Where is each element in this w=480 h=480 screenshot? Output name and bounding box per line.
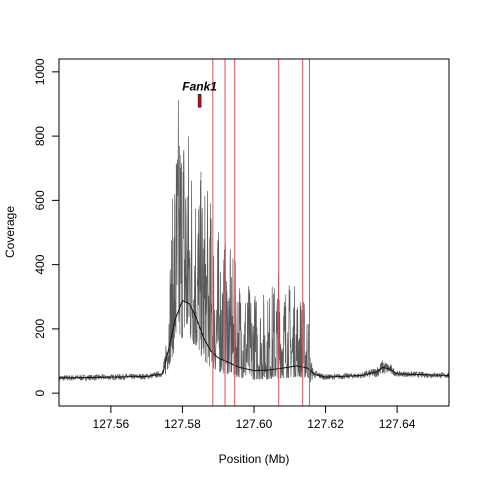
gene-marker	[197, 94, 202, 108]
x-axis-title: Position (Mb)	[219, 452, 290, 466]
x-tick-label: 127.64	[379, 417, 416, 431]
y-tick-label: 400	[33, 254, 47, 274]
y-tick-label: 800	[33, 126, 47, 146]
x-tick-label: 127.60	[236, 417, 273, 431]
vertical-lines-layer	[212, 59, 310, 406]
x-tick-label: 127.58	[164, 417, 201, 431]
y-tick-label: 200	[33, 319, 47, 339]
y-axis: 0 200 400 600 800 1000	[33, 58, 60, 396]
gene-label: Fank1	[182, 79, 217, 93]
x-axis: 127.56 127.58 127.60 127.62 127.64	[93, 405, 416, 431]
y-axis-title: Coverage	[3, 206, 17, 258]
raw-coverage-line	[59, 99, 449, 383]
y-tick-label: 600	[33, 190, 47, 210]
series-layer	[59, 99, 449, 383]
smoothed-coverage-line	[59, 299, 449, 379]
annotation-layer: Fank1	[182, 79, 217, 108]
x-tick-label: 127.56	[93, 417, 130, 431]
y-tick-label: 0	[33, 389, 47, 396]
x-tick-label: 127.62	[307, 417, 344, 431]
y-tick-label: 1000	[33, 58, 47, 85]
